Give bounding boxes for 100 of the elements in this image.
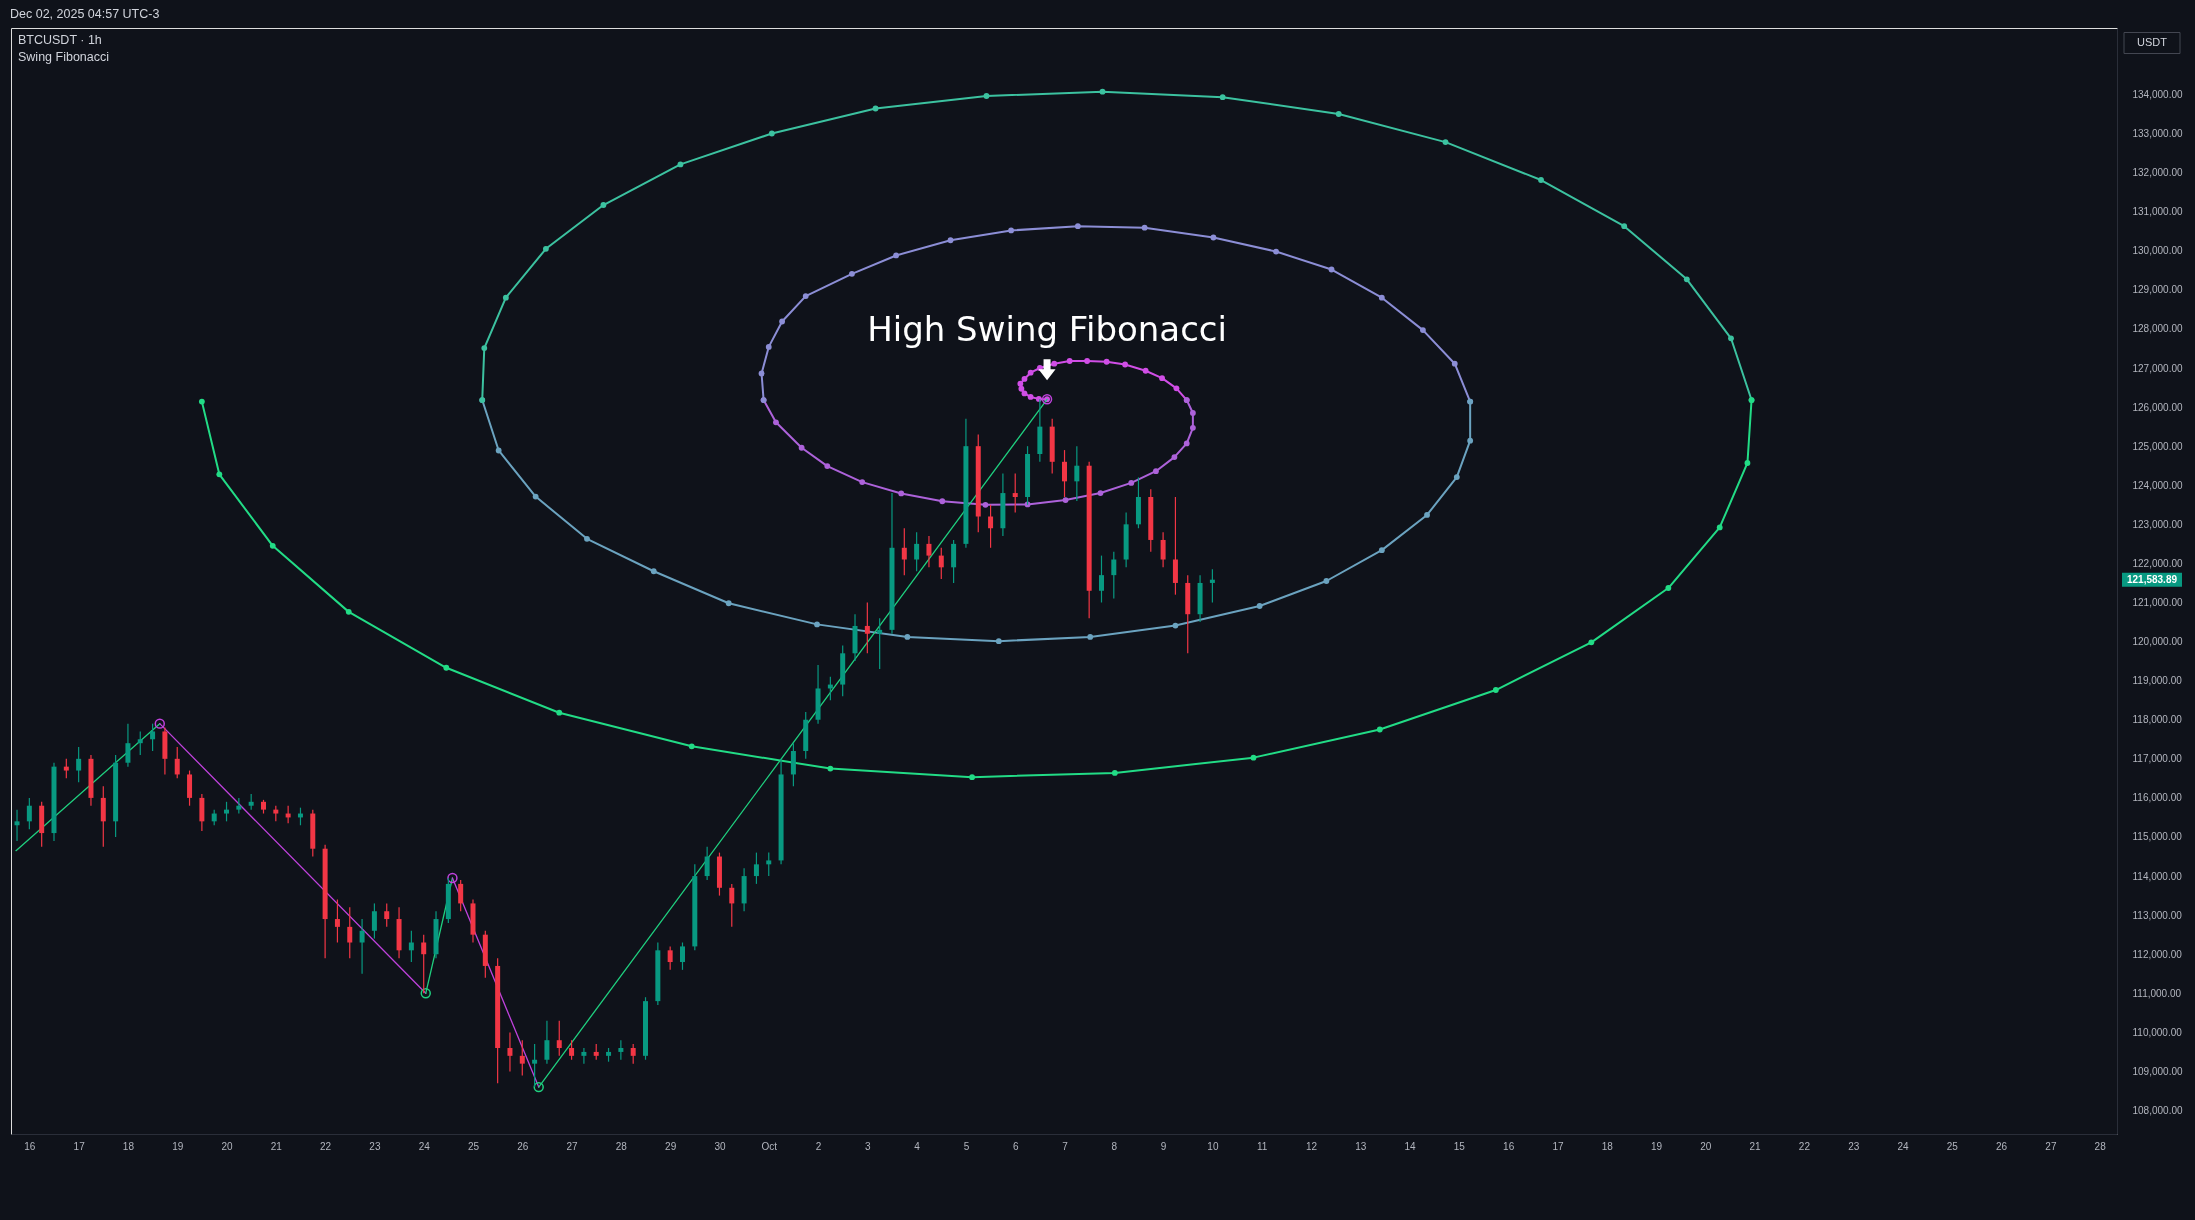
point [1172,622,1179,629]
x-tick-label: 9 [1160,1140,1167,1152]
point [1378,547,1385,554]
point [481,345,488,351]
x-tick-label: 2 [815,1140,822,1152]
candlestick [630,1043,636,1065]
text: Swing Fibonacci [18,50,110,64]
point [1467,437,1474,444]
candlestick [14,809,20,842]
candlestick [519,1039,525,1076]
point [1588,639,1595,646]
x-tick-label: 20 [1700,1140,1712,1152]
y-tick-label: 130,000.00 [2132,245,2183,257]
x-tick-label: 19 [1650,1140,1663,1152]
candlestick [1012,472,1018,514]
point [688,743,695,750]
point [1111,769,1118,776]
point [1716,524,1723,531]
y-tick-label: 113,000.00 [2132,909,2183,921]
x-tick-label: 22 [1798,1140,1811,1152]
candlestick [458,879,464,912]
y-tick-label: 109,000.00 [2132,1065,2183,1077]
x-tick-label: 4 [914,1140,921,1152]
y-tick-label: 129,000.00 [2132,284,2183,296]
point [758,370,765,377]
point [600,202,607,208]
point [154,718,165,729]
point [495,447,502,454]
x-tick-label: Oct [761,1140,778,1152]
candlestick [766,852,772,877]
point [849,270,855,277]
candlestick [877,617,883,670]
point [1051,360,1058,367]
candlestick [1209,568,1215,604]
point [768,130,775,137]
candlestick [408,930,414,963]
y-tick-label: 128,000.00 [2132,323,2183,335]
point [1335,111,1342,117]
candlestick [581,1047,587,1065]
candlestick [174,746,180,779]
point [893,252,900,259]
candlestick [544,1020,550,1065]
point [1066,358,1073,364]
y-tick-label: 131,000.00 [2132,206,2183,218]
candlestick [914,531,920,572]
x-tick-label: 5 [963,1140,970,1152]
x-tick-label: 6 [1012,1140,1019,1152]
candlestick [790,742,796,787]
point [1683,276,1690,283]
point [1442,139,1449,146]
x-tick-label: 23 [1848,1140,1860,1152]
x-tick-label: 24 [1897,1140,1909,1152]
point [269,542,276,549]
point [1665,585,1672,591]
point [1744,460,1751,466]
candlestick [359,918,365,975]
y-tick-label: 117,000.00 [2132,753,2183,765]
point [584,535,590,542]
x-tick-label: 22 [320,1140,332,1152]
candlestick [1160,531,1166,568]
candlestick [938,547,944,580]
x-tick-label: 17 [73,1140,86,1152]
point [773,419,779,426]
point [1062,497,1069,504]
y-tick-label: 133,000.00 [2132,128,2183,140]
point [824,463,831,470]
point [1250,754,1257,761]
candlestick [384,902,390,928]
x-tick-label: 30 [714,1140,726,1152]
candlestick [753,852,759,885]
point [1128,480,1135,486]
x-tick-label: 11 [1256,1140,1268,1152]
candlestick [1074,445,1080,502]
x-tick-label: 27 [566,1140,579,1152]
point [802,293,809,300]
y-tick-label: 116,000.00 [2132,792,2183,804]
y-tick-label: 119,000.00 [2132,675,2183,687]
point [443,664,450,671]
candlestick [901,527,907,576]
point [1171,454,1178,461]
y-tick-label: 120,000.00 [2132,636,2183,648]
point [1103,358,1110,365]
x-tick-label: 25 [467,1140,480,1152]
point [995,638,1002,645]
point [904,633,911,640]
point [1084,358,1091,364]
x-tick-label: 25 [1946,1140,1959,1152]
candlestick [26,797,32,830]
y-tick-label: 126,000.00 [2132,401,2183,413]
point [1183,440,1190,447]
point [1173,385,1180,392]
point [798,444,805,451]
y-tick-label: 132,000.00 [2132,167,2183,179]
point [216,471,223,478]
point [1378,294,1385,301]
candlestick [224,801,230,822]
point [1451,360,1458,367]
x-tick-label: 19 [172,1140,184,1152]
candlestick [199,793,205,832]
point [1210,234,1217,241]
